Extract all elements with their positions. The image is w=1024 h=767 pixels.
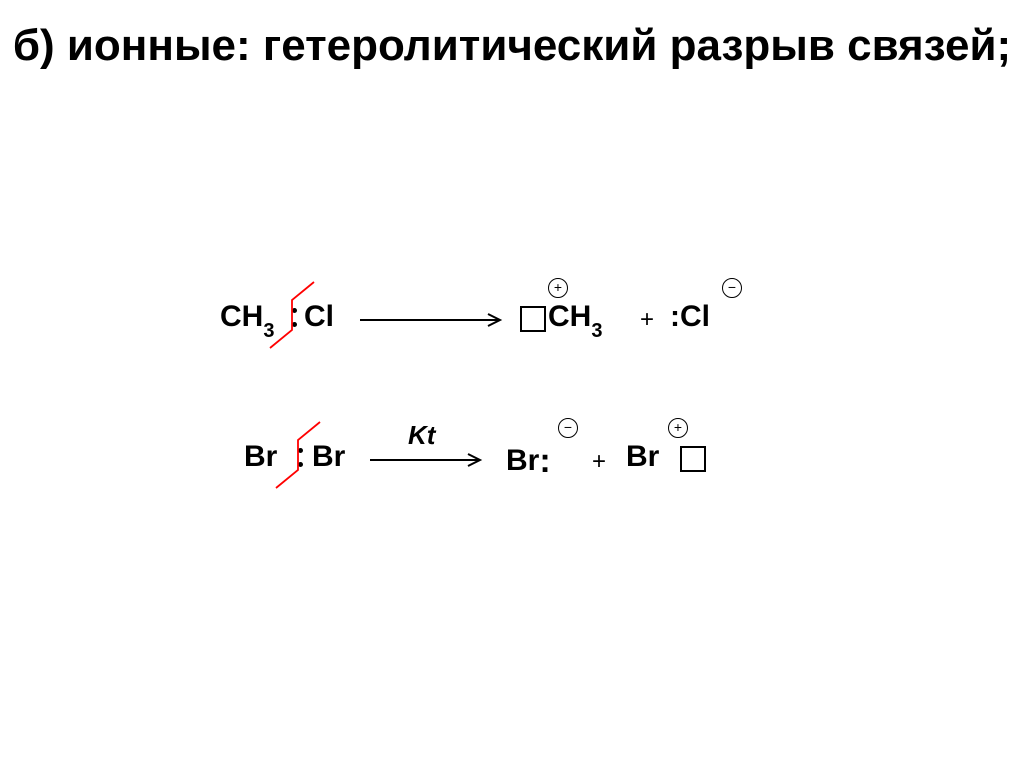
r1-cation-sub: 3: [591, 320, 602, 342]
r1-cation-box-icon: [520, 306, 546, 332]
slide-title: б) ионные: гетеролитический разрыв связе…: [0, 20, 1024, 73]
slide: б) ионные: гетеролитический разрыв связе…: [0, 0, 1024, 767]
r2-arrow: [370, 450, 490, 470]
r1-anion: :Cl: [670, 300, 710, 334]
reaction-2: Br Br Kt Br: − + Br +: [0, 420, 1024, 530]
r2-anion-colon: :: [539, 442, 550, 480]
r1-cation: CH3: [548, 300, 602, 339]
r2-anion-text: Br: [506, 444, 539, 477]
r1-plus-sign: +: [640, 306, 654, 334]
r2-cation-text: Br: [626, 440, 659, 473]
r2-anion-charge-icon: −: [558, 418, 578, 438]
r1-cleavage-mark: [270, 290, 320, 360]
r2-cation-charge-icon: +: [668, 418, 688, 438]
r2-anion: Br:: [506, 440, 551, 479]
r2-reactant-left: Br: [244, 440, 277, 474]
r2-cation-box-icon: [680, 446, 706, 472]
r2-cleavage-path: [276, 422, 320, 488]
reactions-area: CH3 Cl CH3 + +: [0, 240, 1024, 530]
r1-reactant-left: CH3: [220, 300, 274, 339]
r1-anion-colon: :: [670, 300, 680, 333]
r1-cation-text: CH: [548, 300, 591, 333]
r2-cleavage-mark: [276, 430, 326, 500]
r2-arrow-label: Kt: [408, 420, 435, 451]
r1-anion-text: Cl: [680, 300, 710, 333]
r1-anion-charge-icon: −: [722, 278, 742, 298]
r1-cleavage-path: [270, 282, 314, 348]
reaction-1: CH3 Cl CH3 + +: [0, 280, 1024, 390]
r1-arrow: [360, 310, 510, 330]
r2-cation: Br: [626, 440, 659, 474]
r2-plus-sign: +: [592, 448, 606, 476]
r1-reactant-left-text: CH: [220, 300, 263, 333]
r1-cation-charge-icon: +: [548, 278, 568, 298]
